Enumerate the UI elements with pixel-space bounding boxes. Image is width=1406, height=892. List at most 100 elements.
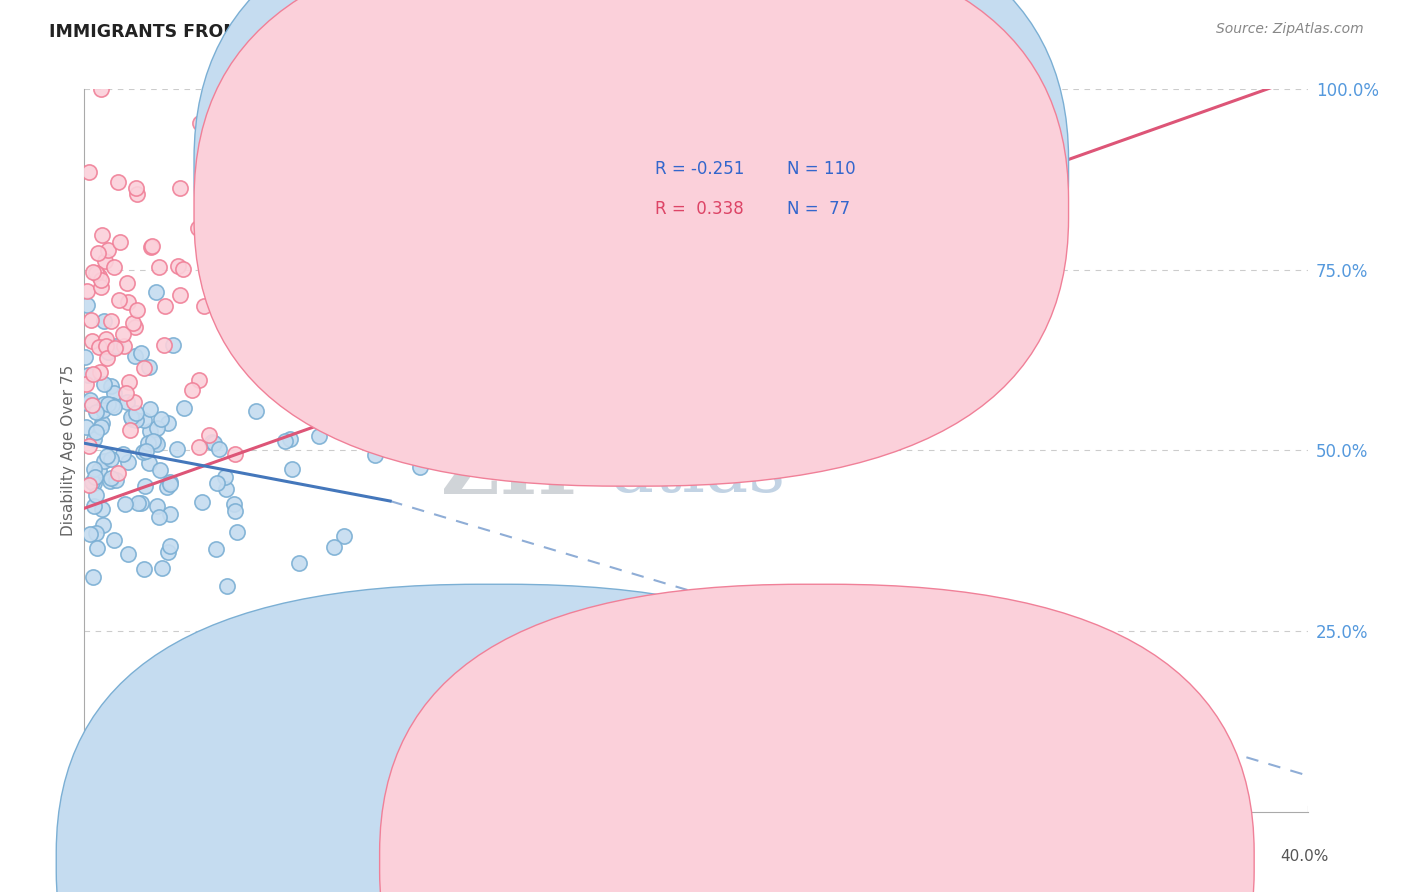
Point (83, 475, 105, 490)
Point (82, 265, 104, 279)
Point (129, 496, 152, 510)
Point (254, 319, 277, 334)
Point (188, 441, 211, 455)
Point (562, 211, 585, 226)
Point (502, 141, 524, 155)
Point (125, 412, 148, 426)
Point (84, 526, 107, 541)
Text: N = 110: N = 110 (787, 160, 856, 178)
Text: N =  77: N = 77 (787, 200, 851, 218)
Point (80, 398, 103, 412)
Point (91, 517, 114, 532)
Point (190, 116, 212, 130)
Point (323, 540, 346, 554)
Point (132, 445, 155, 459)
Point (89, 340, 111, 354)
Point (100, 314, 122, 328)
Point (115, 276, 138, 290)
Point (90, 280, 112, 294)
Point (77, 368, 100, 382)
Point (107, 293, 129, 307)
Point (114, 386, 136, 401)
Point (188, 373, 211, 387)
Point (90, 82, 112, 96)
Point (222, 497, 245, 511)
Point (112, 327, 135, 342)
Point (747, 82, 769, 96)
Point (150, 561, 173, 575)
Point (91, 402, 114, 417)
Point (86, 541, 108, 555)
Text: IMMIGRANTS FROM HONG KONG VS BASQUE DISABILITY AGE OVER 75 CORRELATION CHART: IMMIGRANTS FROM HONG KONG VS BASQUE DISA… (49, 22, 950, 40)
Point (197, 157, 219, 171)
Point (136, 435, 159, 450)
Point (143, 435, 166, 450)
Point (93, 454, 115, 468)
Point (141, 240, 163, 254)
Point (80, 334, 103, 348)
Point (96, 449, 118, 463)
Point (299, 279, 322, 293)
Point (124, 319, 146, 334)
Point (134, 361, 156, 376)
Point (90, 272, 112, 286)
Point (146, 421, 169, 435)
Point (75, 420, 97, 434)
Point (79, 313, 101, 327)
Point (97, 396, 120, 410)
Point (215, 579, 238, 593)
Text: ZIP: ZIP (441, 434, 598, 511)
Point (132, 562, 155, 576)
Point (98, 474, 121, 488)
Point (148, 509, 170, 524)
Text: atlas: atlas (610, 437, 786, 508)
Point (115, 395, 138, 409)
Point (125, 407, 148, 421)
Point (80, 475, 103, 489)
Point (280, 462, 302, 476)
Point (224, 268, 246, 282)
Point (700, 204, 723, 219)
Point (214, 470, 236, 484)
Text: R =  0.338: R = 0.338 (655, 200, 744, 218)
Point (204, 298, 226, 312)
Point (208, 442, 231, 457)
Point (104, 341, 127, 355)
Point (117, 294, 139, 309)
Point (77, 439, 100, 453)
Point (100, 471, 122, 485)
Point (406, 416, 429, 430)
Point (82, 569, 104, 583)
Point (127, 496, 149, 510)
Point (146, 499, 169, 513)
Point (159, 476, 181, 491)
Text: 40.0%: 40.0% (1281, 849, 1329, 864)
Text: 0.0%: 0.0% (77, 849, 117, 864)
Point (308, 429, 330, 443)
Point (138, 359, 160, 374)
Y-axis label: Disability Age Over 75: Disability Age Over 75 (60, 365, 76, 536)
Point (169, 181, 191, 195)
Point (173, 401, 195, 415)
Point (100, 452, 122, 467)
Point (274, 434, 297, 449)
Point (77, 478, 100, 492)
Point (287, 556, 309, 570)
Point (384, 169, 406, 184)
Point (111, 447, 134, 461)
Point (150, 412, 173, 426)
Point (103, 401, 125, 415)
Point (84, 470, 107, 484)
Point (103, 533, 125, 548)
Point (124, 180, 146, 194)
Point (148, 260, 170, 274)
Point (156, 544, 179, 558)
Point (87, 268, 110, 283)
Point (159, 540, 181, 554)
Point (159, 507, 181, 521)
Point (84, 488, 107, 502)
Point (117, 547, 139, 561)
Point (83, 499, 105, 513)
Point (193, 299, 215, 313)
Point (91, 228, 114, 243)
